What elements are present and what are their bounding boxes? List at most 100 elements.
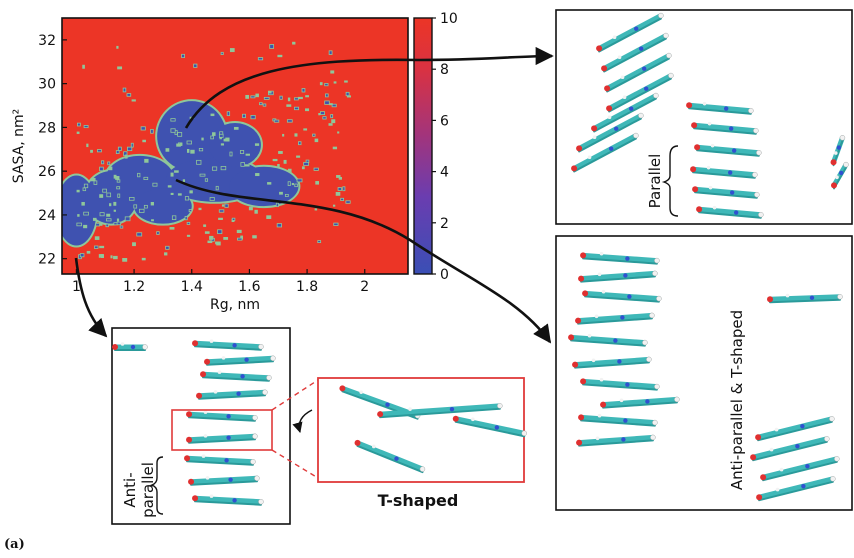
contour-speckles (76, 41, 352, 262)
contour-speckle (143, 176, 149, 180)
contour-speckle (330, 70, 335, 74)
contour-speckle (181, 53, 185, 59)
y-tick-label: 28 (38, 120, 56, 136)
contour-speckle (101, 254, 104, 259)
contour-speckle (248, 206, 253, 211)
contour-speckle (143, 204, 148, 209)
x-axis-label: Rg, nm (210, 297, 260, 313)
contour-speckle (179, 142, 183, 146)
colorbar-gradient (413, 17, 433, 275)
y-tick-label: 26 (38, 164, 56, 180)
panel-antiparallel-tshaped: Anti-parallel & T-shaped (555, 235, 853, 511)
x-tick-label: 1.4 (181, 279, 203, 295)
arrow-to-antiparallel-tshaped (175, 178, 552, 344)
contour-speckle (331, 119, 336, 124)
x-tick-label: 1.2 (123, 279, 145, 295)
colorbar-tick-label: 6 (440, 113, 449, 129)
contour-speckle (177, 193, 182, 196)
contour-speckle (255, 93, 259, 98)
molecule-icon (767, 293, 843, 304)
contour-speckle (132, 242, 136, 247)
contour-speckle (303, 128, 308, 131)
contour-speckle (319, 111, 326, 115)
contour-speckle (226, 111, 231, 117)
contour-speckle (116, 45, 119, 49)
contour-speckle (329, 103, 333, 106)
contour-speckle (286, 104, 292, 107)
contour-speckle (174, 170, 179, 173)
contour-speckle (220, 166, 227, 171)
panel-antiparallel-tshaped-frame (555, 235, 853, 511)
contour-speckle (225, 137, 230, 142)
contour-speckle (122, 87, 127, 93)
t-shaped-highlight-box (171, 409, 273, 451)
low-density-region (134, 188, 192, 224)
contour-speckle (130, 142, 134, 148)
molecule-icon (692, 185, 760, 199)
contour-speckle (315, 181, 320, 185)
contour-speckle (184, 215, 188, 221)
contour-speckle (151, 219, 154, 222)
x-axis-ticks: 1 1.2 1.4 1.6 1.8 2 (72, 269, 369, 295)
contour-speckle (170, 192, 174, 196)
contour-speckle (189, 190, 193, 194)
contour-speckle (257, 57, 264, 61)
contour-speckle (259, 102, 263, 106)
colorbar-tick-label: 4 (440, 165, 449, 181)
contour-speckle (262, 103, 267, 107)
contour-speckle (117, 66, 123, 70)
colorbar-tick-label: 8 (440, 62, 449, 78)
contour-speckle (296, 155, 301, 158)
contour-speckle (287, 181, 291, 186)
contour-speckle (86, 250, 91, 254)
contour-speckle (276, 223, 282, 228)
contour-speckle (90, 177, 96, 182)
contour-speckle (219, 131, 224, 135)
contour-speckle (117, 146, 122, 151)
contour-speckle (296, 178, 303, 183)
antiparallel-label-line1: Anti- (121, 472, 139, 507)
contour-speckle (218, 217, 223, 220)
contour-speckle (325, 93, 329, 98)
contour-speckle (107, 161, 111, 166)
molecule-icon (575, 312, 655, 325)
contour-speckle (139, 208, 145, 213)
contour-speckle (110, 255, 113, 259)
contour-speckle (319, 82, 323, 86)
contour-speckle (330, 114, 334, 119)
panel-parallel: Parallel (555, 9, 853, 225)
contour-speckle (201, 137, 204, 141)
contour-speckle (124, 216, 131, 222)
antiparallel-tshaped-molecule-rendering (568, 251, 843, 502)
contour-speckle (86, 143, 89, 148)
contour-speckle (294, 106, 300, 111)
molecule-icon (192, 339, 264, 351)
molecule-icon (760, 456, 840, 482)
contour-speckle (126, 93, 132, 97)
parallel-molecule-rendering (571, 12, 849, 219)
molecule-icon (604, 52, 672, 93)
contour-speckle (83, 183, 89, 189)
molecule-icon (686, 101, 754, 115)
contour-speckle (188, 209, 193, 213)
contour-speckle (286, 119, 293, 123)
contour-speckle (211, 166, 218, 171)
contour-speckle (76, 189, 80, 193)
molecule-icon (188, 475, 260, 486)
contour-speckle (328, 50, 333, 55)
contour-speckle (219, 136, 222, 140)
contour-speckle (314, 138, 319, 143)
contour-speckle (301, 88, 306, 93)
contour-speckle (115, 150, 120, 154)
contour-speckle (165, 245, 170, 250)
contour-speckle (335, 192, 341, 196)
contour-speckle (324, 83, 329, 87)
contour-speckle (337, 131, 340, 134)
molecule-icon (600, 396, 680, 409)
contour-speckle (77, 122, 81, 127)
contour-speckle (115, 176, 120, 180)
molecule-icon (694, 143, 762, 157)
contour-speckle (269, 44, 275, 49)
contour-speckle (164, 252, 168, 256)
contour-speckle (83, 224, 88, 229)
